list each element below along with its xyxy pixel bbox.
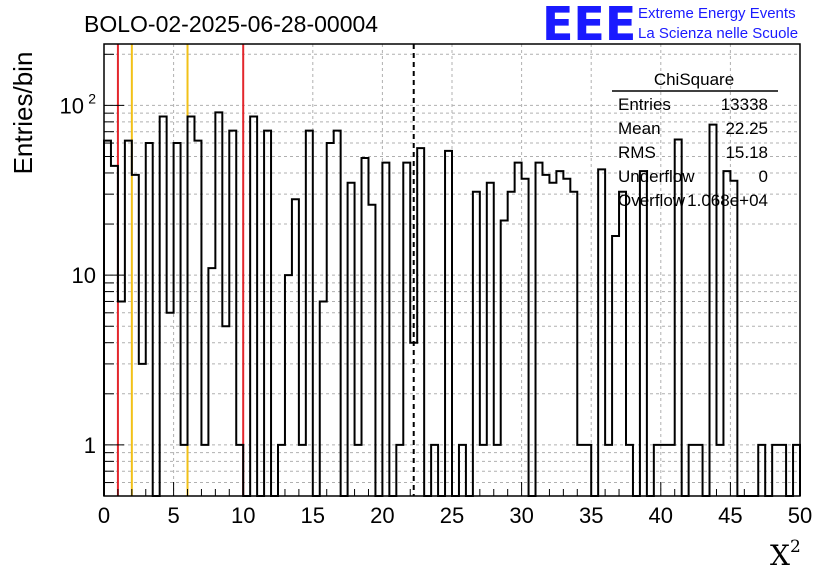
reference-lines <box>116 44 415 496</box>
histogram-bin <box>522 179 529 496</box>
stats-value-rms: 15.18 <box>725 143 768 162</box>
histogram-bin <box>487 183 494 496</box>
x-axis-label-text: X <box>770 539 790 572</box>
histogram-bin <box>501 220 508 496</box>
y-axis-label: Entries/bin <box>8 52 38 175</box>
x-tick-label: 30 <box>509 503 533 528</box>
stats-label-entries: Entries <box>618 95 671 114</box>
stats-value-underflow: 0 <box>759 167 768 186</box>
histogram-bin <box>320 301 327 496</box>
histogram-bin <box>215 112 222 496</box>
histogram-bin <box>710 125 717 496</box>
y-tick-label-exponent: 2 <box>88 90 96 106</box>
histogram-bin <box>549 183 556 496</box>
x-tick-label: 45 <box>718 503 742 528</box>
x-tick-label: 20 <box>370 503 394 528</box>
histogram-bin <box>229 131 236 496</box>
stats-title: ChiSquare <box>654 70 734 89</box>
y-tick-label: 10 <box>60 93 84 118</box>
histogram-bin <box>139 364 146 496</box>
histogram-bin <box>556 171 563 496</box>
histogram-bin <box>146 143 153 496</box>
histogram-bin <box>327 143 334 496</box>
histogram-bin <box>264 131 271 496</box>
histogram-bin <box>570 192 577 496</box>
histogram-bin <box>132 175 139 496</box>
histogram-bin <box>334 131 341 496</box>
histogram-bin <box>445 151 452 496</box>
histogram-bin <box>285 275 292 496</box>
histogram-bin <box>542 175 549 496</box>
histogram-bin <box>111 166 118 496</box>
histogram-bin <box>167 313 174 496</box>
logo-line-2: La Scienza nelle Scuole <box>638 25 798 42</box>
histogram-bin <box>563 179 570 496</box>
axes <box>103 43 801 497</box>
histogram-bin <box>348 183 355 496</box>
histogram-outline <box>103 111 801 497</box>
x-tick-label: 10 <box>231 503 255 528</box>
histogram-bin <box>473 192 480 496</box>
x-tick-label: 50 <box>788 503 812 528</box>
histogram-bin <box>410 343 417 496</box>
histogram-bin <box>598 169 605 496</box>
histogram-bin <box>536 163 543 496</box>
y-tick-label: 10 <box>72 263 96 288</box>
histogram-bin <box>118 301 125 496</box>
stats-label-mean: Mean <box>618 119 661 138</box>
histogram-bin <box>382 163 389 496</box>
histogram-bin <box>174 143 181 496</box>
histogram <box>103 111 801 497</box>
stats-value-mean: 22.25 <box>725 119 768 138</box>
eee-logo: EEE Extreme Energy Events La Scienza nel… <box>542 0 798 51</box>
x-tick-label: 5 <box>167 503 179 528</box>
chart-title: BOLO-02-2025-06-28-00004 <box>84 11 378 37</box>
stats-label-rms: RMS <box>618 143 656 162</box>
histogram-bin <box>723 171 730 496</box>
histogram-bin <box>730 181 737 496</box>
x-tick-label: 25 <box>440 503 464 528</box>
stats-value-overflow: 1.068e+04 <box>687 191 768 210</box>
histogram-bin <box>306 131 313 496</box>
x-tick-label: 15 <box>301 503 325 528</box>
y-tick-label: 1 <box>84 433 96 458</box>
histogram-bin <box>403 163 410 496</box>
x-tick-label: 40 <box>649 503 673 528</box>
histogram-bin <box>222 326 229 496</box>
stats-value-entries: 13338 <box>721 95 768 114</box>
stats-label-overflow: Overflow <box>618 191 686 210</box>
stats-box: ChiSquare Entries 13338 Mean 22.25 RMS 1… <box>612 70 778 210</box>
stats-label-underflow: Underflow <box>618 167 695 186</box>
histogram-bin <box>292 199 299 496</box>
logo-mark: EEE <box>542 0 636 51</box>
histogram-bin <box>515 163 522 496</box>
x-tick-label: 0 <box>98 503 110 528</box>
histogram-bin <box>640 171 647 496</box>
x-axis-label-superscript: 2 <box>790 537 801 557</box>
x-tick-label: 35 <box>579 503 603 528</box>
x-axis-label: X 2 <box>770 537 801 572</box>
histogram-bin <box>417 148 424 496</box>
logo-line-1: Extreme Energy Events <box>638 5 796 22</box>
histogram-bin <box>508 192 515 496</box>
histogram-bin <box>619 192 626 496</box>
